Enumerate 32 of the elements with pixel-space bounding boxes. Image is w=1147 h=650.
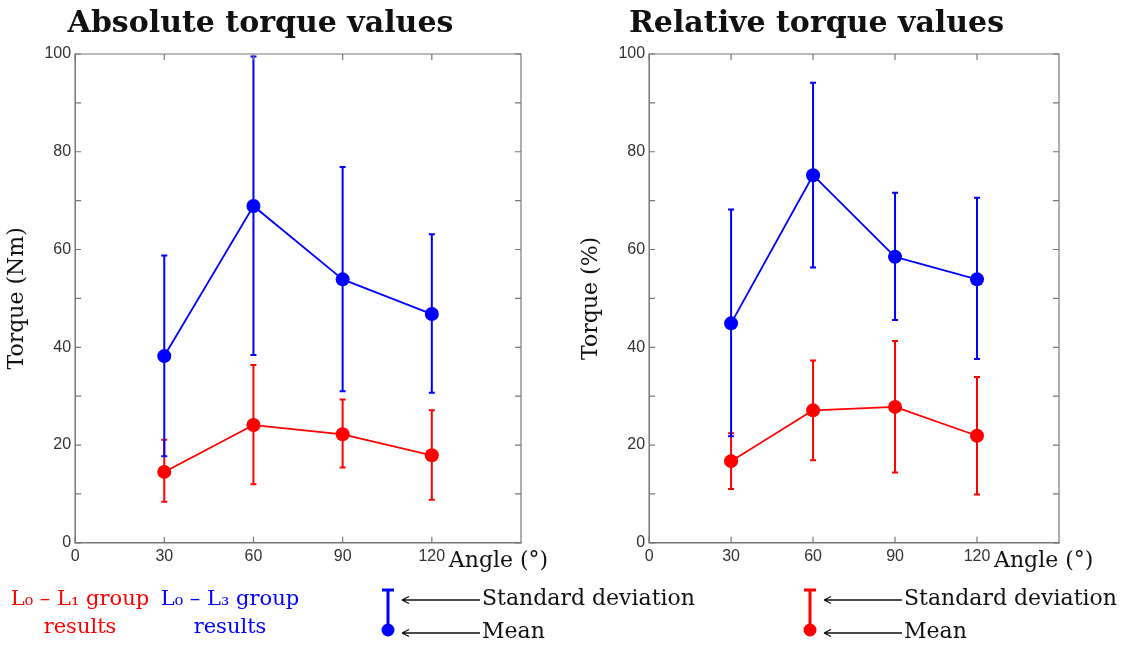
text: Standard deviation bbox=[482, 585, 695, 610]
y-tick-label: 60 bbox=[627, 239, 646, 257]
y-tick-label: 40 bbox=[53, 337, 72, 355]
y-axis-title: Torque (Nm) bbox=[2, 227, 28, 370]
y-tick-label: 20 bbox=[53, 435, 72, 453]
x-tick-label: 120 bbox=[963, 546, 991, 564]
y-axis-title: Torque (%) bbox=[576, 236, 602, 360]
y-tick-label: 20 bbox=[627, 435, 646, 453]
x-tick-label: 90 bbox=[886, 546, 905, 564]
chart-title: Relative torque values bbox=[628, 3, 1005, 39]
x-axis-title: Angle (°) bbox=[447, 546, 549, 572]
text: Standard deviation bbox=[904, 585, 1117, 610]
text: L₀ – L₃ group results bbox=[159, 585, 301, 640]
x-tick-label: 30 bbox=[722, 546, 741, 564]
x-axis-title: Angle (°) bbox=[993, 546, 1094, 572]
text: L₀ – L₁ group results bbox=[9, 585, 151, 640]
y-tick-label: 0 bbox=[62, 533, 72, 551]
text: Mean bbox=[482, 618, 545, 643]
y-tick-label: 100 bbox=[44, 44, 72, 62]
x-tick-label: 30 bbox=[155, 546, 174, 564]
y-tick-label: 80 bbox=[627, 142, 646, 160]
y-tick-label: 0 bbox=[636, 533, 646, 551]
y-tick-label: 40 bbox=[627, 337, 646, 355]
x-tick-label: 120 bbox=[418, 546, 446, 564]
x-tick-label: 60 bbox=[244, 546, 263, 564]
chart-title: Absolute torque values bbox=[66, 3, 454, 39]
x-tick-label: 90 bbox=[333, 546, 352, 564]
y-tick-label: 80 bbox=[53, 142, 72, 160]
text: Mean bbox=[904, 618, 967, 643]
y-tick-label: 60 bbox=[53, 239, 72, 257]
y-tick-label: 100 bbox=[618, 44, 646, 62]
x-tick-label: 60 bbox=[804, 546, 823, 564]
